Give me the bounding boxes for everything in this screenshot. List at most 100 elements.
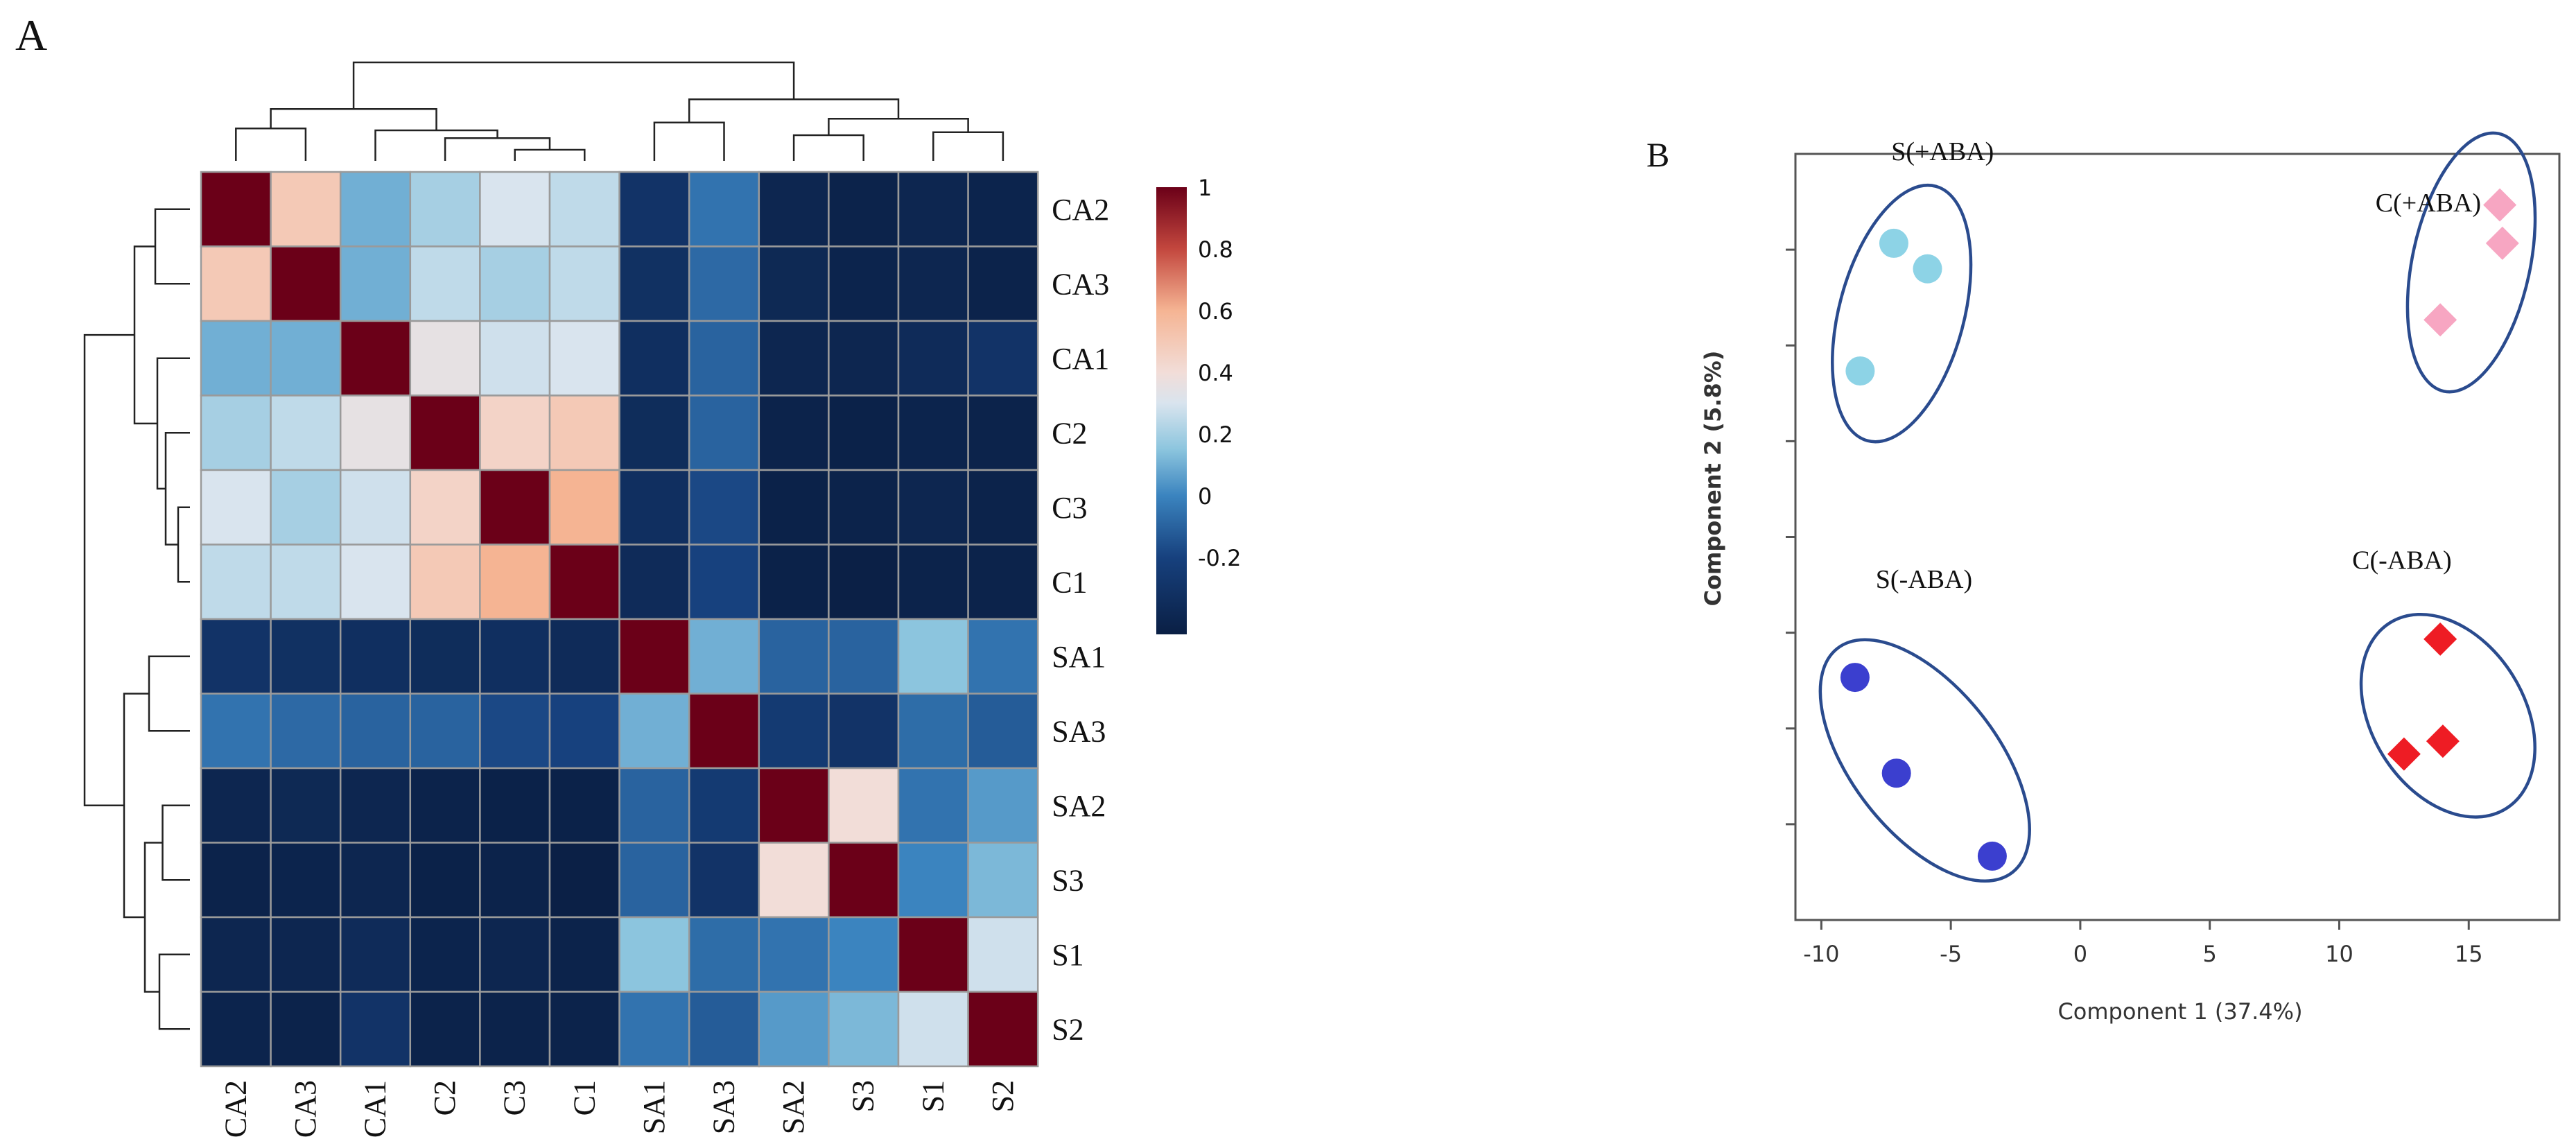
group-label: C(+ABA): [2376, 189, 2481, 218]
heatmap-cell: [270, 171, 342, 248]
heatmap-cell: [618, 245, 690, 322]
heatmap-cell: [618, 171, 690, 248]
heatmap-cell: [409, 544, 481, 620]
column-label: SA1: [637, 1080, 671, 1134]
heatmap-cell: [548, 245, 620, 322]
heatmap-cell: [967, 693, 1039, 770]
row-label: CA1: [1052, 342, 1109, 376]
heatmap-cell: [409, 469, 481, 546]
row-label: SA3: [1052, 714, 1106, 748]
colorbar-ticks: 1 0.8 0.6 0.4 0.2 0 -0.2: [1198, 175, 1241, 571]
heatmap-cell: [270, 767, 342, 844]
heatmap-cell: [618, 320, 690, 397]
heatmap-cell: [828, 618, 900, 695]
column-dendrogram: [235, 61, 1004, 161]
heatmap-cell: [200, 320, 272, 397]
heatmap-cell: [409, 171, 481, 248]
scatter-point: [1845, 356, 1875, 386]
heatmap-cells: [200, 171, 1039, 1068]
heatmap-cell: [479, 320, 551, 397]
heatmap-cell: [758, 767, 830, 844]
group-labels: S(+ABA) C(+ABA) S(-ABA) C(-ABA): [1876, 137, 2481, 594]
scatter-point: [1879, 228, 1908, 258]
colorbar-gradient: [1156, 187, 1187, 634]
heatmap-cell: [758, 320, 830, 397]
heatmap-cell: [897, 693, 969, 770]
heatmap-cell: [758, 693, 830, 770]
heatmap-cell: [828, 916, 900, 993]
x-tick-label: -10: [1803, 941, 1839, 967]
heatmap-cell: [339, 320, 412, 397]
heatmap-cell: [828, 767, 900, 844]
group-label: C(-ABA): [2352, 546, 2452, 575]
group-ellipse: [1831, 183, 1973, 444]
column-label: C2: [428, 1080, 462, 1115]
heatmap-cell: [200, 544, 272, 620]
dendrogram-branch: [932, 131, 1004, 161]
row-label: S1: [1052, 938, 1084, 972]
row-label: S3: [1052, 863, 1084, 897]
heatmap-cell: [758, 394, 830, 471]
scatter-point: [2483, 188, 2517, 222]
heatmap-cell: [618, 916, 690, 993]
heatmap-column-labels: CA2 CA3 CA1 C2 C3 C1 SA1 SA3 SA2 S3 S1 S2: [218, 1080, 1020, 1138]
row-dendrogram: [83, 208, 190, 1030]
scatter-point: [1977, 841, 2007, 871]
heatmap-cell: [967, 916, 1039, 993]
scatter-point: [2387, 737, 2421, 771]
heatmap-cell: [200, 171, 272, 248]
heatmap-cell: [967, 320, 1039, 397]
heatmap-cell: [897, 245, 969, 322]
heatmap-cell: [339, 767, 412, 844]
row-label: C2: [1052, 416, 1087, 450]
heatmap-cell: [967, 394, 1039, 471]
heatmap-cell: [479, 842, 551, 919]
dendrogram-branch: [177, 506, 190, 583]
heatmap-cell: [548, 320, 620, 397]
dendrogram-branch: [158, 953, 190, 1030]
heatmap-cell: [688, 394, 760, 471]
colorbar-tick-label: 0.4: [1198, 360, 1233, 386]
heatmap-cell: [828, 544, 900, 620]
dendrogram-branch: [235, 127, 307, 161]
heatmap-cell: [409, 618, 481, 695]
dendrogram-branch: [653, 121, 725, 161]
heatmap-cell: [200, 469, 272, 546]
heatmap-cell: [897, 544, 969, 620]
heatmap-cell: [688, 767, 760, 844]
heatmap-cell: [618, 618, 690, 695]
row-label: C3: [1052, 491, 1087, 525]
colorbar-tick-label: -0.2: [1198, 545, 1241, 571]
heatmap-cell: [897, 394, 969, 471]
colorbar-tick-label: 0.6: [1198, 298, 1233, 324]
column-label: SA2: [776, 1080, 810, 1134]
heatmap-cell: [200, 693, 272, 770]
heatmap-cell: [548, 991, 620, 1068]
heatmap-cell: [479, 618, 551, 695]
heatmap-cell: [897, 991, 969, 1068]
heatmap-cell: [758, 916, 830, 993]
dendrogram-branch: [352, 61, 795, 110]
heatmap-cell: [409, 394, 481, 471]
heatmap-cell: [548, 469, 620, 546]
heatmap-cell: [479, 469, 551, 546]
heatmap-cell: [688, 693, 760, 770]
heatmap-cell: [688, 991, 760, 1068]
heatmap-cell: [479, 693, 551, 770]
heatmap-cell: [409, 842, 481, 919]
heatmap-cell: [688, 245, 760, 322]
heatmap-cell: [688, 544, 760, 620]
heatmap-cell: [479, 991, 551, 1068]
heatmap-cell: [548, 394, 620, 471]
heatmap-cell: [897, 618, 969, 695]
heatmap-cell: [828, 394, 900, 471]
x-tick-label: -5: [1940, 941, 1962, 967]
heatmap-cell: [339, 469, 412, 546]
heatmap-cell: [479, 544, 551, 620]
heatmap-cell: [409, 916, 481, 993]
heatmap-cell: [548, 916, 620, 993]
row-label: S2: [1052, 1012, 1084, 1046]
column-label: CA2: [218, 1080, 252, 1138]
heatmap-cell: [758, 469, 830, 546]
heatmap-cell: [409, 693, 481, 770]
